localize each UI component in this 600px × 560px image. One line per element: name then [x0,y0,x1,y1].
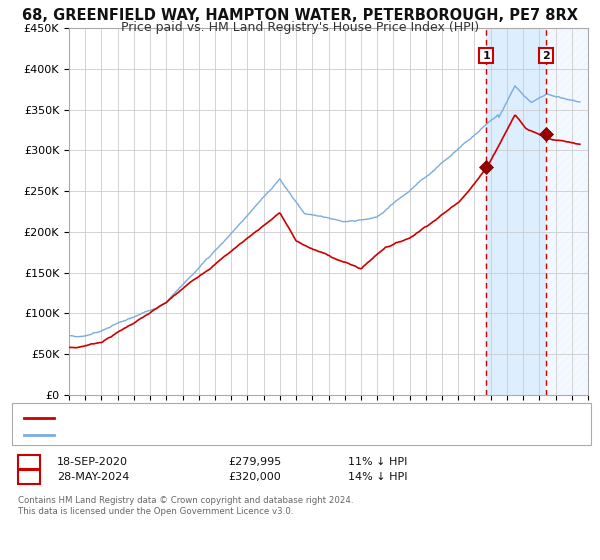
Text: 1: 1 [25,457,32,467]
Text: 28-MAY-2024: 28-MAY-2024 [57,472,130,482]
Text: Contains HM Land Registry data © Crown copyright and database right 2024.
This d: Contains HM Land Registry data © Crown c… [18,496,353,516]
Text: HPI: Average price, detached house, City of Peterborough: HPI: Average price, detached house, City… [60,430,361,440]
Text: £279,995: £279,995 [228,457,281,467]
Text: 2: 2 [542,50,550,60]
Text: 1: 1 [482,50,490,60]
Text: £320,000: £320,000 [228,472,281,482]
Bar [546,28,588,395]
Bar [546,28,588,395]
Text: Price paid vs. HM Land Registry's House Price Index (HPI): Price paid vs. HM Land Registry's House … [121,21,479,34]
Text: 2: 2 [25,472,32,482]
Text: 11% ↓ HPI: 11% ↓ HPI [348,457,407,467]
Text: 68, GREENFIELD WAY, HAMPTON WATER, PETERBOROUGH, PE7 8RX (detached house): 68, GREENFIELD WAY, HAMPTON WATER, PETER… [60,413,507,423]
Bar [486,28,546,395]
Text: 18-SEP-2020: 18-SEP-2020 [57,457,128,467]
Text: 14% ↓ HPI: 14% ↓ HPI [348,472,407,482]
Text: 68, GREENFIELD WAY, HAMPTON WATER, PETERBOROUGH, PE7 8RX: 68, GREENFIELD WAY, HAMPTON WATER, PETER… [22,8,578,24]
